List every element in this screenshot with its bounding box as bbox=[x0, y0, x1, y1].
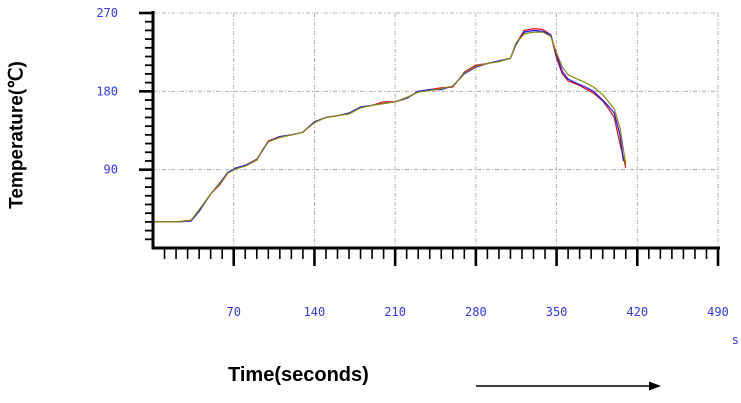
series-lines bbox=[153, 28, 627, 223]
y-tick-label: 180 bbox=[96, 84, 118, 98]
x-tick-label: 350 bbox=[546, 305, 568, 319]
y-axis-label-wrap: Temperature(℃) bbox=[2, 0, 32, 403]
x-tick-label: 280 bbox=[465, 305, 487, 319]
axes bbox=[139, 11, 720, 266]
x-tick-label: 210 bbox=[384, 305, 406, 319]
x-unit-label: s bbox=[732, 333, 739, 347]
series-line bbox=[153, 29, 624, 223]
x-tick-label: 140 bbox=[304, 305, 326, 319]
x-tick-label: 420 bbox=[626, 305, 648, 319]
y-tick-label: 90 bbox=[104, 163, 118, 177]
series-line bbox=[153, 28, 627, 223]
y-axis-label: Temperature(℃) bbox=[6, 61, 28, 209]
grid-lines bbox=[153, 12, 719, 248]
x-tick-label: 70 bbox=[226, 305, 240, 319]
x-tick-label: 490 bbox=[707, 305, 729, 319]
right-arrow-icon bbox=[476, 381, 661, 391]
tick-labels: 70 140 210 280 350 420 490 90 180 270 s bbox=[96, 6, 739, 347]
x-axis-label: Time(seconds) bbox=[228, 364, 369, 386]
y-tick-label: 270 bbox=[96, 6, 118, 20]
series-line bbox=[153, 31, 627, 223]
